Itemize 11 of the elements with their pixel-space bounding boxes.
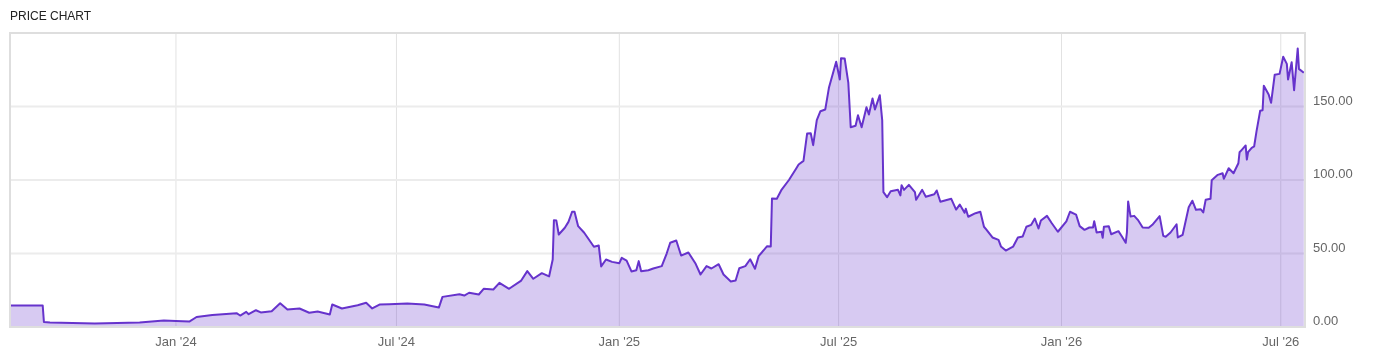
x-tick-label: Jan '25	[598, 334, 641, 349]
x-tick-label: Jan '24	[155, 334, 197, 349]
chart-title: PRICE CHART	[10, 9, 92, 23]
y-tick-label: 0.00	[1313, 313, 1339, 328]
y-tick-label: 100.00	[1313, 166, 1353, 181]
x-tick-label: Jul '26	[1262, 334, 1300, 349]
y-tick-label: 150.00	[1313, 92, 1353, 108]
y-tick-label: 50.00	[1313, 239, 1346, 255]
x-tick-label: Jan '26	[1040, 334, 1083, 349]
x-tick-label: Jul '24	[377, 334, 416, 349]
x-tick-label: Jul '25	[820, 334, 858, 349]
